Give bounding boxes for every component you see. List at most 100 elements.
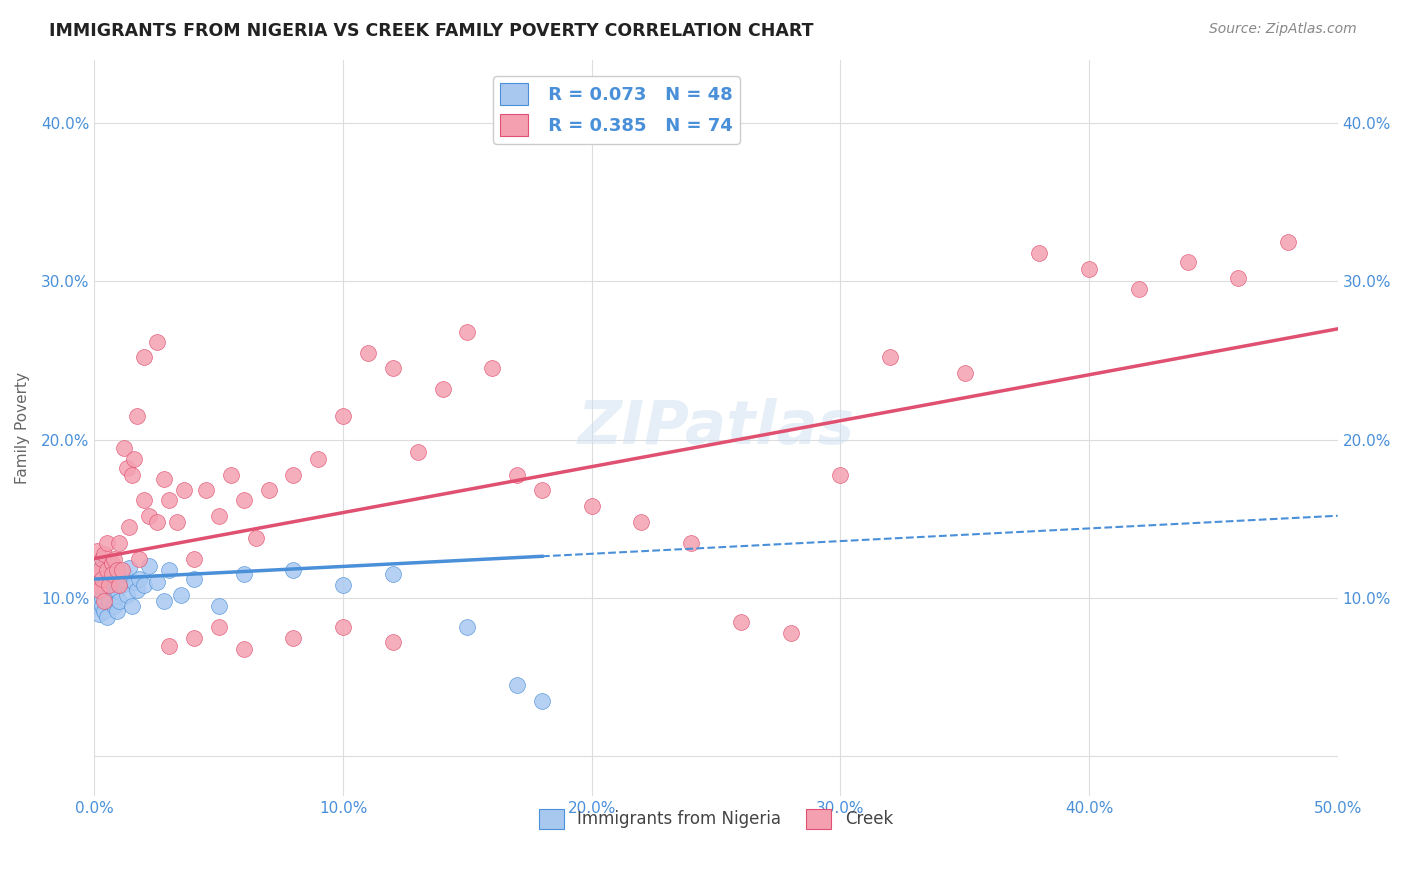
Point: [145, 575, 167, 590]
Point: [86, 567, 108, 582]
Point: [208, 508, 231, 523]
Point: [98, 572, 121, 586]
Point: [128, 551, 150, 566]
Point: [103, 599, 125, 613]
Point: [219, 467, 242, 482]
Point: [157, 639, 180, 653]
Point: [111, 563, 134, 577]
Point: [1227, 271, 1250, 285]
Point: [98, 578, 121, 592]
Point: [730, 615, 752, 629]
Point: [115, 588, 138, 602]
Point: [101, 556, 124, 570]
Y-axis label: Family Poverty: Family Poverty: [15, 372, 30, 483]
Point: [506, 678, 529, 692]
Point: [89, 583, 111, 598]
Point: [830, 467, 852, 482]
Point: [90, 551, 112, 566]
Point: [89, 563, 111, 577]
Point: [90, 599, 112, 613]
Point: [183, 572, 205, 586]
Point: [101, 567, 124, 582]
Point: [145, 334, 167, 349]
Point: [170, 588, 193, 602]
Point: [96, 610, 118, 624]
Point: [134, 492, 156, 507]
Point: [111, 578, 134, 592]
Point: [86, 599, 108, 613]
Point: [86, 578, 108, 592]
Point: [105, 583, 128, 598]
Point: [134, 578, 156, 592]
Point: [112, 567, 135, 582]
Point: [118, 561, 141, 575]
Point: [103, 575, 125, 590]
Point: [93, 594, 115, 608]
Point: [456, 619, 478, 633]
Point: [530, 483, 553, 498]
Point: [157, 563, 180, 577]
Point: [96, 535, 118, 549]
Point: [232, 492, 254, 507]
Point: [208, 599, 231, 613]
Point: [381, 567, 404, 582]
Point: [332, 409, 354, 423]
Point: [138, 559, 160, 574]
Point: [125, 409, 148, 423]
Point: [1128, 282, 1150, 296]
Point: [103, 551, 125, 566]
Point: [208, 619, 231, 633]
Point: [283, 467, 305, 482]
Point: [105, 604, 128, 618]
Legend: Immigrants from Nigeria, Creek: Immigrants from Nigeria, Creek: [533, 802, 900, 836]
Point: [112, 441, 135, 455]
Point: [232, 641, 254, 656]
Point: [953, 366, 976, 380]
Point: [108, 572, 131, 586]
Point: [153, 594, 176, 608]
Point: [138, 508, 160, 523]
Point: [357, 345, 380, 359]
Point: [332, 578, 354, 592]
Point: [879, 351, 901, 365]
Point: [96, 588, 118, 602]
Point: [89, 567, 111, 582]
Point: [108, 535, 131, 549]
Point: [283, 631, 305, 645]
Point: [122, 451, 145, 466]
Point: [108, 578, 131, 592]
Point: [86, 575, 108, 590]
Point: [283, 563, 305, 577]
Point: [128, 572, 150, 586]
Point: [245, 531, 267, 545]
Point: [173, 483, 195, 498]
Text: ZIPatlas: ZIPatlas: [578, 399, 855, 458]
Point: [122, 575, 145, 590]
Point: [105, 563, 128, 577]
Point: [89, 583, 111, 598]
Point: [86, 567, 108, 582]
Point: [93, 547, 115, 561]
Point: [101, 582, 124, 596]
Point: [166, 515, 188, 529]
Point: [506, 467, 529, 482]
Point: [581, 500, 603, 514]
Point: [90, 572, 112, 586]
Point: [101, 567, 124, 582]
Point: [86, 543, 108, 558]
Point: [257, 483, 280, 498]
Point: [96, 563, 118, 577]
Point: [779, 626, 801, 640]
Point: [98, 556, 121, 570]
Point: [89, 607, 111, 621]
Point: [115, 461, 138, 475]
Point: [145, 515, 167, 529]
Point: [121, 599, 143, 613]
Point: [195, 483, 218, 498]
Point: [406, 445, 429, 459]
Point: [90, 559, 112, 574]
Point: [432, 382, 454, 396]
Point: [118, 520, 141, 534]
Point: [481, 361, 503, 376]
Text: IMMIGRANTS FROM NIGERIA VS CREEK FAMILY POVERTY CORRELATION CHART: IMMIGRANTS FROM NIGERIA VS CREEK FAMILY …: [49, 22, 814, 40]
